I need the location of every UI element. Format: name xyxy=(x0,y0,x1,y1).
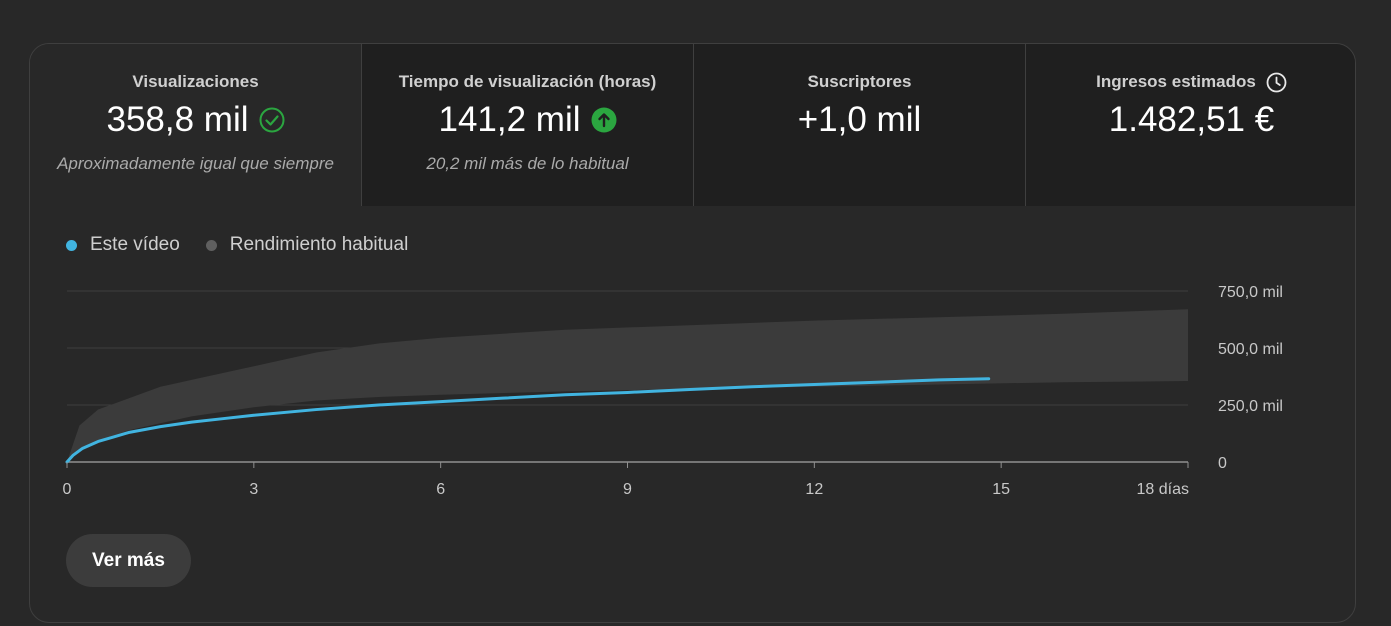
x-tick-label: 0 xyxy=(63,481,72,498)
metric-views[interactable]: Visualizaciones 358,8 mil Aproximadament… xyxy=(30,44,361,206)
metric-watch-time[interactable]: Tiempo de visualización (horas) 141,2 mi… xyxy=(361,44,693,206)
metric-value-text: 358,8 mil xyxy=(106,100,249,139)
typical-performance-band xyxy=(67,309,1188,462)
legend-dot-icon xyxy=(205,239,217,251)
metric-note: Aproximadamente igual que siempre xyxy=(57,154,334,173)
see-more-button[interactable]: Ver más xyxy=(66,534,191,587)
check-circle-icon xyxy=(259,107,285,133)
metric-value-text: 1.482,51 € xyxy=(1108,100,1275,139)
metric-value: 358,8 mil xyxy=(30,100,361,140)
metric-title-text: Suscriptores xyxy=(807,72,912,91)
metric-title-text: Ingresos estimados xyxy=(1096,72,1256,91)
x-tick-label: 12 xyxy=(805,481,823,498)
y-tick-label: 0 xyxy=(1218,455,1227,472)
legend-label: Este vídeo xyxy=(90,234,180,255)
y-tick-label: 750,0 mil xyxy=(1218,284,1283,301)
metric-note: 20,2 mil más de lo habitual xyxy=(426,154,629,173)
metric-title: Ingresos estimados xyxy=(1026,71,1355,93)
x-tick-label: 3 xyxy=(249,481,258,498)
metric-value-text: +1,0 mil xyxy=(797,100,922,139)
legend-dot-icon xyxy=(66,239,77,251)
series-line-this-video xyxy=(65,377,991,464)
performance-chart: 0 250,0 mil 500,0 mil 750,0 mil 0 3 6 9 12 15 18 d… xyxy=(63,284,1283,498)
metric-subscribers[interactable]: Suscriptores +1,0 mil xyxy=(693,44,1025,206)
metric-title: Visualizaciones xyxy=(30,71,361,93)
metric-title: Suscriptores xyxy=(694,71,1025,93)
metric-value: 1.482,51 € xyxy=(1026,100,1355,140)
x-tick-label: 9 xyxy=(623,481,632,498)
metric-revenue[interactable]: Ingresos estimados 1.482,51 € xyxy=(1025,44,1355,206)
y-tick-label: 250,0 mil xyxy=(1218,398,1283,415)
x-tick-label: 6 xyxy=(436,481,445,498)
video-stats-card: Visualizaciones 358,8 mil Aproximadament… xyxy=(29,43,1356,623)
clock-icon[interactable] xyxy=(1266,72,1287,93)
x-tick-label: 15 xyxy=(992,481,1010,498)
metrics-row: Visualizaciones 358,8 mil Aproximadament… xyxy=(30,44,1355,206)
metric-value: 141,2 mil xyxy=(362,100,693,140)
chart-legend: Este vídeo Rendimiento habitual xyxy=(66,234,434,256)
y-tick-label: 500,0 mil xyxy=(1218,341,1283,358)
x-tick-label: 18 días xyxy=(1137,481,1189,498)
metric-value: +1,0 mil xyxy=(694,100,1025,140)
arrow-up-circle-icon xyxy=(591,107,617,133)
metric-title: Tiempo de visualización (horas) xyxy=(362,71,693,93)
metric-title-text: Visualizaciones xyxy=(132,72,259,91)
legend-label: Rendimiento habitual xyxy=(229,234,409,255)
metric-value-text: 141,2 mil xyxy=(438,100,581,139)
metric-title-text: Tiempo de visualización (horas) xyxy=(398,72,657,91)
legend-item-typical: Rendimiento habitual xyxy=(205,234,409,256)
legend-item-this-video: Este vídeo xyxy=(66,234,180,256)
